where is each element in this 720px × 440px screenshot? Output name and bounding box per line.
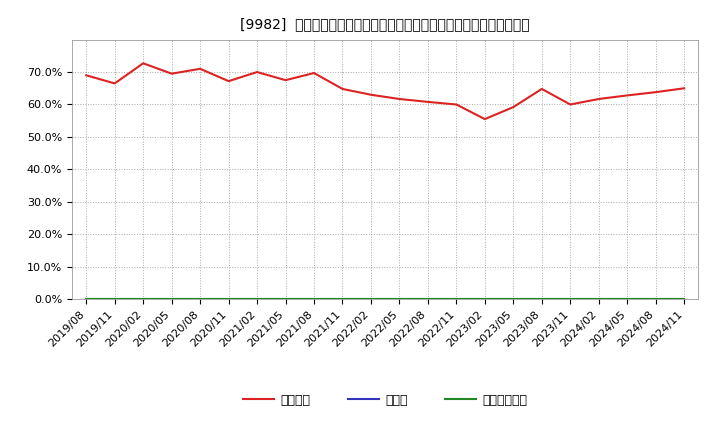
のれん [509, 297, 518, 302]
自己資本 [652, 89, 660, 95]
のれん [652, 297, 660, 302]
自己資本 [338, 86, 347, 92]
自己資本 [480, 117, 489, 122]
のれん [167, 297, 176, 302]
自己資本 [310, 70, 318, 76]
自己資本 [282, 77, 290, 83]
のれん [110, 297, 119, 302]
繰延税金資産 [253, 297, 261, 302]
繰延税金資産 [652, 297, 660, 302]
のれん [423, 297, 432, 302]
自己資本 [139, 61, 148, 66]
繰延税金資産 [196, 297, 204, 302]
のれん [680, 297, 688, 302]
のれん [253, 297, 261, 302]
のれん [225, 297, 233, 302]
繰延税金資産 [225, 297, 233, 302]
のれん [366, 297, 375, 302]
自己資本 [196, 66, 204, 71]
自己資本 [395, 96, 404, 102]
繰延税金資産 [110, 297, 119, 302]
繰延税金資産 [566, 297, 575, 302]
繰延税金資産 [139, 297, 148, 302]
のれん [537, 297, 546, 302]
繰延税金資産 [423, 297, 432, 302]
自己資本 [537, 86, 546, 92]
繰延税金資産 [167, 297, 176, 302]
自己資本 [423, 99, 432, 105]
自己資本 [623, 93, 631, 98]
のれん [338, 297, 347, 302]
のれん [310, 297, 318, 302]
のれん [623, 297, 631, 302]
のれん [82, 297, 91, 302]
自己資本 [595, 96, 603, 102]
繰延税金資産 [82, 297, 91, 302]
繰延税金資産 [366, 297, 375, 302]
繰延税金資産 [452, 297, 461, 302]
自己資本 [566, 102, 575, 107]
繰延税金資産 [537, 297, 546, 302]
自己資本 [452, 102, 461, 107]
のれん [139, 297, 148, 302]
繰延税金資産 [310, 297, 318, 302]
自己資本 [366, 92, 375, 97]
繰延税金資産 [509, 297, 518, 302]
繰延税金資産 [595, 297, 603, 302]
Legend: 自己資本, のれん, 繰延税金資産: 自己資本, のれん, 繰延税金資産 [238, 389, 533, 411]
自己資本 [225, 78, 233, 84]
のれん [196, 297, 204, 302]
のれん [282, 297, 290, 302]
繰延税金資産 [480, 297, 489, 302]
繰延税金資産 [395, 297, 404, 302]
Line: 自己資本: 自己資本 [86, 63, 684, 119]
繰延税金資産 [338, 297, 347, 302]
Title: [9982]  自己資本、のれん、繰延税金資産の総資産に対する比率の推移: [9982] 自己資本、のれん、繰延税金資産の総資産に対する比率の推移 [240, 18, 530, 32]
のれん [566, 297, 575, 302]
繰延税金資産 [623, 297, 631, 302]
のれん [452, 297, 461, 302]
のれん [480, 297, 489, 302]
繰延税金資産 [680, 297, 688, 302]
自己資本 [509, 104, 518, 110]
自己資本 [82, 73, 91, 78]
のれん [595, 297, 603, 302]
自己資本 [167, 71, 176, 76]
自己資本 [253, 70, 261, 75]
自己資本 [110, 81, 119, 86]
繰延税金資産 [282, 297, 290, 302]
のれん [395, 297, 404, 302]
自己資本 [680, 86, 688, 91]
